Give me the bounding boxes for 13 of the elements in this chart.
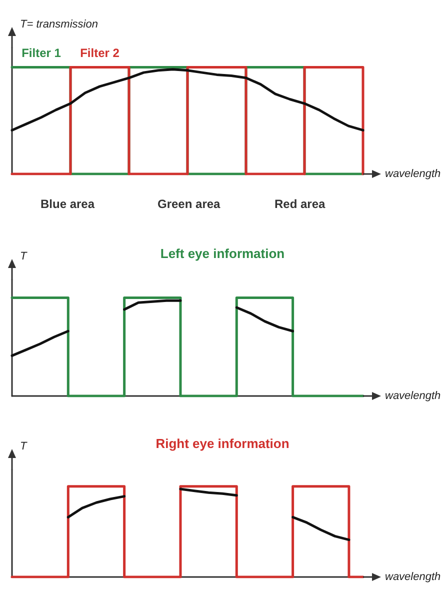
series-label: Filter 1 xyxy=(22,46,62,60)
text: Blue area xyxy=(40,197,95,211)
chart-title: Left eye information xyxy=(160,246,285,261)
text: Red area xyxy=(274,197,326,211)
y-axis-title: T= transmission xyxy=(20,18,98,30)
x-axis-title: wavelength xyxy=(385,571,441,583)
x-axis-title: wavelength xyxy=(385,390,441,402)
y-axis-title: T xyxy=(20,440,28,452)
y-axis-title: T xyxy=(20,250,28,262)
text: Green area xyxy=(158,197,221,211)
chart-title: Right eye information xyxy=(156,436,290,451)
x-axis-title: wavelength xyxy=(385,168,441,180)
series-label: Filter 2 xyxy=(80,46,120,60)
